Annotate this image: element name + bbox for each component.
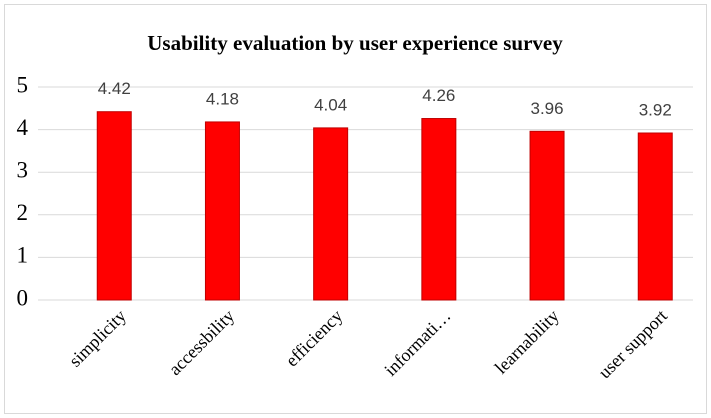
bar xyxy=(637,132,673,301)
y-tick-label: 2 xyxy=(17,200,29,225)
bar xyxy=(204,121,240,301)
value-label: 3.92 xyxy=(639,100,672,119)
bar xyxy=(529,130,565,301)
y-tick-label: 3 xyxy=(17,157,29,182)
y-tick-label: 1 xyxy=(17,243,29,268)
y-tick-label: 4 xyxy=(17,115,29,140)
value-label: 4.42 xyxy=(98,79,131,98)
value-label: 4.18 xyxy=(206,89,239,108)
bar xyxy=(313,127,349,301)
bar xyxy=(96,111,132,301)
y-tick-label: 0 xyxy=(17,285,29,310)
bar xyxy=(421,118,457,301)
value-label: 3.96 xyxy=(531,99,564,118)
value-label: 4.04 xyxy=(314,95,347,114)
y-tick-label: 5 xyxy=(17,72,29,97)
value-label: 4.26 xyxy=(422,86,455,105)
chart-title: Usability evaluation by user experience … xyxy=(147,31,563,55)
